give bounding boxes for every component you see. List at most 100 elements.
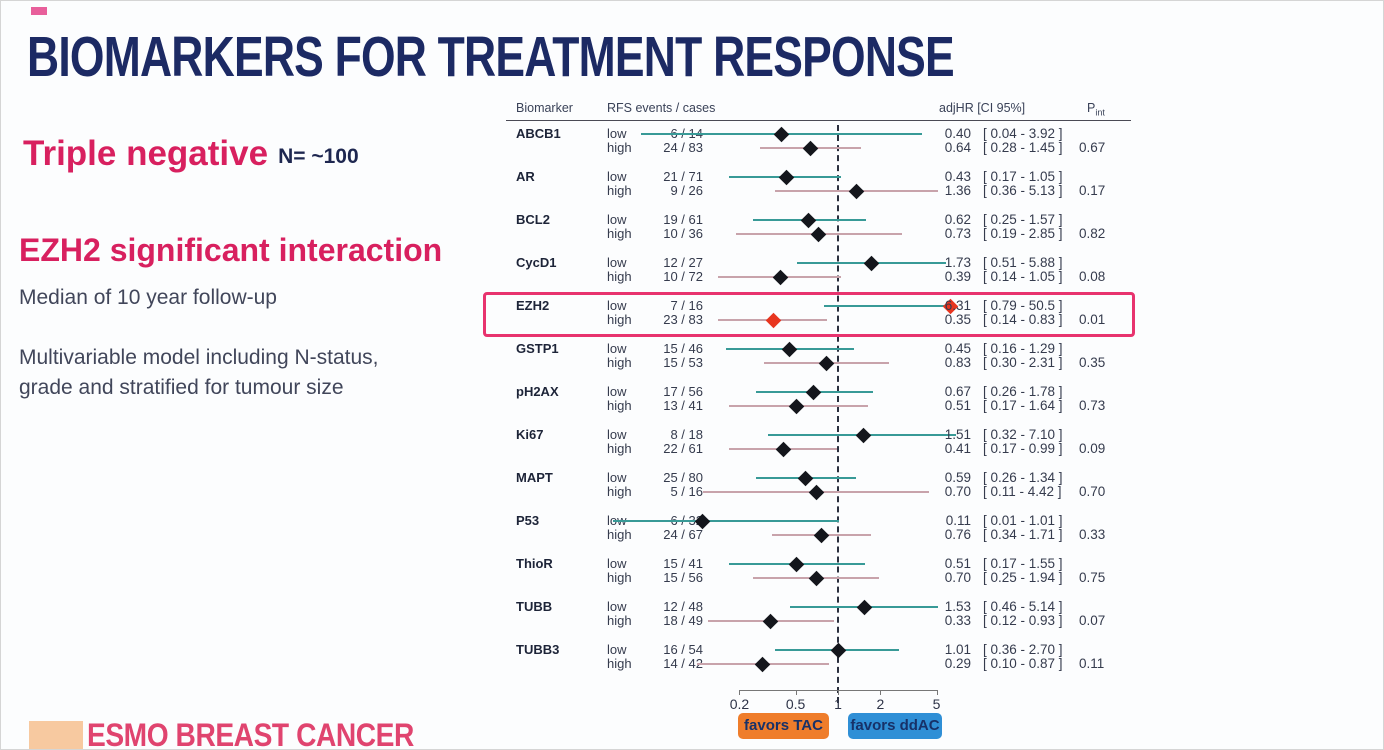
forest-events-value: 16 / 54 (663, 642, 703, 657)
forest-level-label: high (607, 441, 632, 456)
sample-size-note: N= ~100 (278, 145, 359, 168)
forest-hr-marker (788, 398, 805, 414)
forest-biomarker-label: ABCB1 (516, 126, 561, 141)
axis-tick-mark (880, 690, 882, 695)
forest-ci-value: [ 0.14 - 0.83 ] (983, 312, 1063, 327)
forest-level-label: high (607, 226, 632, 241)
forest-biomarker-label: pH2AX (516, 384, 559, 399)
forest-events-value: 12 / 27 (663, 255, 703, 270)
forest-ci-value: [ 0.26 - 1.34 ] (983, 470, 1063, 485)
forest-biomarker-label: ThioR (516, 556, 553, 571)
forest-pint-value: 0.07 (1079, 613, 1106, 628)
forest-level-label: low (607, 212, 627, 227)
forest-hr-marker (802, 140, 819, 156)
forest-events-value: 23 / 83 (663, 312, 703, 327)
forest-hr-value: 0.39 (944, 269, 971, 284)
forest-events-value: 13 / 41 (663, 398, 703, 413)
model-note: Multivariable model including N-status, … (19, 343, 379, 403)
heading-ezh2-interaction: EZH2 significant interaction (19, 232, 443, 268)
forest-ci-value: [ 0.11 - 4.42 ] (983, 484, 1062, 499)
forest-hr-value: 0.70 (944, 570, 971, 585)
forest-hr-value: 0.64 (944, 140, 971, 155)
forest-ci-value: [ 0.19 - 2.85 ] (983, 226, 1063, 241)
axis-tick-label: 1 (834, 696, 842, 712)
forest-hr-value: 1.36 (944, 183, 971, 198)
forest-events-value: 8 / 18 (670, 427, 703, 442)
forest-hr-value: 0.83 (944, 355, 971, 370)
forest-level-label: high (607, 355, 632, 370)
forest-hr-value: 0.43 (944, 169, 971, 184)
forest-events-value: 5 / 16 (670, 484, 703, 499)
forest-biomarker-label: AR (516, 169, 535, 184)
forest-ci-value: [ 0.14 - 1.05 ] (983, 269, 1063, 284)
forest-events-value: 10 / 72 (663, 269, 703, 284)
forest-events-value: 24 / 83 (663, 140, 703, 155)
forest-ci-value: [ 0.25 - 1.94 ] (983, 570, 1063, 585)
forest-events-value: 15 / 41 (663, 556, 703, 571)
column-header-hr-ci: adjHR [CI 95%] (939, 101, 1026, 115)
heading-triple-negative-text: Triple negative (23, 134, 269, 173)
forest-hr-marker (762, 613, 778, 629)
forest-pint-value: 0.35 (1079, 355, 1106, 370)
forest-events-value: 25 / 80 (663, 470, 703, 485)
forest-hr-value: 0.76 (944, 527, 971, 542)
axis-tick-mark (739, 690, 741, 695)
forest-hr-marker (830, 642, 847, 658)
forest-pint-value: 0.70 (1079, 484, 1106, 499)
forest-hr-marker (808, 484, 824, 500)
forest-hr-marker (797, 470, 814, 486)
forest-ci-value: [ 0.28 - 1.45 ] (983, 140, 1063, 155)
forest-hr-value: 0.73 (944, 226, 971, 241)
forest-pint-value: 0.33 (1079, 527, 1106, 542)
forest-biomarker-label: CycD1 (516, 255, 557, 270)
axis-tick-label: 0.5 (785, 696, 806, 712)
forest-hr-marker (863, 255, 880, 271)
forest-hr-marker (754, 656, 770, 672)
legend-favors-tac: favors TAC (738, 713, 829, 739)
forest-hr-marker (855, 427, 872, 443)
ezh2-highlight-box (483, 292, 1135, 337)
axis-tick-mark (936, 690, 938, 695)
forest-hr-value: 0.35 (944, 312, 971, 327)
forest-hr-marker (810, 226, 827, 242)
forest-ci-value: [ 0.04 - 3.92 ] (983, 126, 1063, 141)
forest-events-value: 17 / 56 (663, 384, 703, 399)
followup-note: Median of 10 year follow-up (19, 286, 277, 309)
forest-pint-value: 0.01 (1079, 312, 1106, 327)
forest-biomarker-label: Ki67 (516, 427, 544, 442)
forest-ci-value: [ 0.01 - 1.01 ] (983, 513, 1063, 528)
forest-hr-marker (818, 355, 835, 371)
forest-hr-value: 0.11 (945, 513, 971, 528)
forest-events-value: 19 / 61 (663, 212, 703, 227)
column-header-p-interaction: Pint (1087, 101, 1105, 118)
forest-biomarker-label: GSTP1 (516, 341, 559, 356)
forest-level-label: low (607, 470, 627, 485)
forest-hr-value: 1.01 (944, 642, 971, 657)
forest-events-value: 15 / 56 (663, 570, 703, 585)
forest-ci-value: [ 0.36 - 5.13 ] (983, 183, 1063, 198)
forest-level-label: low (607, 255, 627, 270)
corner-accent-mark (31, 7, 47, 15)
forest-level-label: low (607, 169, 627, 184)
forest-hr-value: 0.70 (944, 484, 971, 499)
forest-level-label: high (607, 656, 632, 671)
forest-hr-value: 1.51 (944, 427, 971, 442)
forest-level-label: high (607, 527, 632, 542)
forest-hr-value: 0.51 (944, 556, 971, 571)
forest-hr-value: 6.31 (944, 298, 971, 313)
forest-ci-value: [ 0.16 - 1.29 ] (983, 341, 1063, 356)
forest-ci-line (613, 520, 839, 522)
forest-ci-value: [ 0.25 - 1.57 ] (983, 212, 1063, 227)
forest-level-label: low (607, 384, 627, 399)
forest-events-value: 10 / 36 (663, 226, 703, 241)
forest-hr-marker (800, 212, 817, 228)
forest-hr-marker (805, 384, 822, 400)
column-header-events: RFS events / cases (607, 101, 716, 115)
forest-events-value: 15 / 53 (663, 355, 703, 370)
forest-hr-value: 0.59 (944, 470, 971, 485)
heading-triple-negative: Triple negative N= ~100 (23, 134, 359, 174)
forest-hr-marker (774, 126, 790, 142)
forest-events-value: 7 / 16 (670, 298, 703, 313)
forest-level-label: low (607, 599, 627, 614)
